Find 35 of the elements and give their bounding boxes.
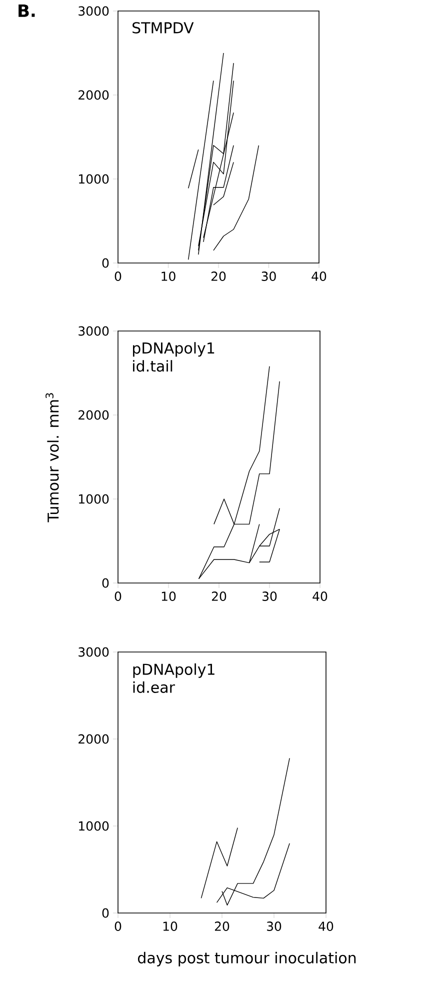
x-tick-label: 20 (214, 922, 230, 931)
x-tick-label: 30 (262, 592, 277, 601)
y-tick-label: 2000 (78, 734, 109, 744)
y-tick-label: 2000 (78, 410, 109, 420)
y-tick-label: 3000 (78, 326, 109, 336)
y-tick-label: 0 (102, 578, 109, 588)
y-tick-label: 3000 (78, 647, 109, 657)
x-tick-label: 0 (114, 922, 122, 931)
y-tick-label: 1000 (79, 821, 109, 831)
x-tick-label: 0 (114, 592, 122, 601)
x-tick-label: 10 (163, 922, 178, 931)
y-tick-label: 2000 (78, 90, 109, 100)
x-tick-label: 10 (162, 272, 176, 281)
y-axis-title: Tumour vol. mm$^{3}$ (46, 393, 59, 522)
text: id.ear (133, 681, 175, 693)
y-tick-label: 0 (102, 908, 109, 918)
x-tick-label: 40 (312, 272, 326, 281)
x-tick-label: 10 (162, 592, 176, 601)
x-tick-label: 20 (212, 592, 226, 601)
x-tick-label: 30 (262, 272, 276, 281)
x-tick-label: 30 (267, 922, 282, 931)
text: B. (18, 4, 35, 17)
x-tick-label: 40 (312, 592, 328, 601)
text: pDNApoly1 (132, 342, 214, 357)
text: pDNApoly1 (133, 663, 214, 678)
y-tick-label: 0 (102, 258, 109, 268)
x-tick-label: 40 (318, 922, 334, 931)
text: STMPDV (132, 22, 194, 34)
x-axis-title: days post tumour inoculation (138, 952, 356, 966)
y-tick-label: 1000 (79, 494, 109, 504)
x-tick-label: 20 (211, 272, 226, 281)
text: id.tail (133, 360, 172, 372)
x-tick-label: 0 (114, 272, 122, 281)
y-tick-label: 3000 (78, 6, 109, 16)
y-tick-label: 1000 (79, 174, 109, 184)
